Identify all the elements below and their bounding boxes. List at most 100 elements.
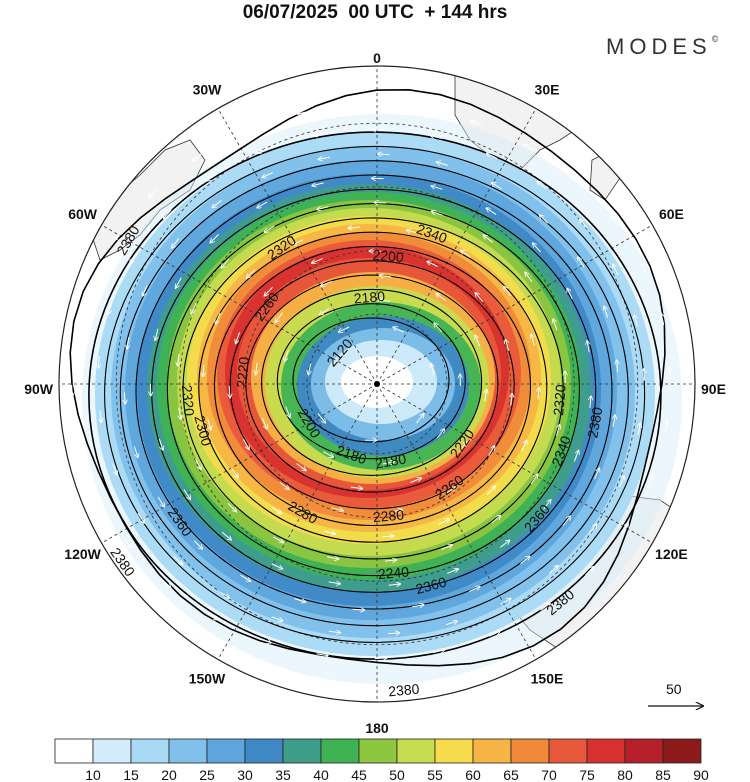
wind-vector [374, 203, 387, 204]
colorbar-swatch [168, 738, 208, 764]
colorbar-tick-label: 50 [389, 767, 405, 782]
colorbar-swatch [206, 738, 246, 764]
contour-label: 2320 [179, 384, 198, 417]
brand-mark: © [711, 34, 719, 44]
wind-vector [308, 363, 311, 375]
colorbar-tick-label: 35 [275, 767, 291, 782]
colorbar-tick-label: 70 [541, 767, 557, 782]
wind-vector [137, 512, 145, 523]
wind-vector [178, 354, 179, 366]
height-contour [135, 174, 613, 610]
wind-vector [611, 216, 619, 227]
wind-vector [229, 385, 230, 398]
wind-vector [297, 111, 310, 114]
wind-vector [416, 414, 425, 424]
wind-vector [123, 537, 131, 548]
wind-vector [338, 326, 350, 332]
wind-vector [553, 319, 558, 331]
wind-vector [543, 500, 551, 510]
wind-vector [471, 121, 483, 126]
wind-vector [384, 560, 397, 561]
wind-vector [578, 257, 585, 268]
wind-vector [460, 250, 471, 258]
wind-vector [414, 108, 426, 110]
wind-vector [312, 258, 323, 264]
wind-vector [328, 582, 341, 584]
wind-vector [524, 144, 535, 151]
wind-vector [488, 446, 495, 457]
wind-vector [438, 519, 450, 525]
wind-vector [590, 396, 591, 408]
contour-label: 2200 [372, 247, 405, 266]
wind-vector [155, 328, 158, 341]
wind-vector [112, 463, 117, 475]
latitude-circle [306, 313, 448, 455]
wind-vector [75, 331, 77, 343]
wind-vector [475, 293, 484, 303]
wind-vector [257, 201, 268, 208]
wind-vector [475, 335, 481, 347]
wind-vector [312, 183, 324, 186]
wind-vector [285, 406, 290, 418]
map-title: 06/07/2025 00 UTC + 144 hrs [242, 2, 508, 23]
wind-vector [436, 429, 444, 439]
colorbar-swatch [624, 738, 664, 764]
height-contour [292, 317, 450, 443]
wind-vector [133, 446, 138, 457]
wind-vector [525, 272, 533, 282]
wind-vector [262, 172, 274, 178]
colorbar: 10 15 20 25 30 35 40 45 50 55 60 65 70 75 80 85 90 [54, 738, 709, 782]
wind-vector [500, 598, 512, 605]
wind-vector [483, 235, 494, 243]
colorbar-tick-label: 30 [237, 767, 253, 782]
wind-vector [441, 545, 452, 550]
map-border [58, 65, 696, 703]
land-mass [89, 139, 206, 261]
wind-vector [431, 363, 434, 376]
colorbar-tick-label: 20 [161, 767, 177, 782]
wind-vector [520, 556, 530, 565]
meridian-label: 30W [193, 82, 223, 98]
wind-vector [434, 323, 443, 333]
wind-vector [613, 264, 619, 276]
wind-vector [412, 605, 424, 607]
wind-vector [149, 188, 158, 198]
wind-vector [382, 462, 395, 464]
wind-vector [445, 621, 457, 626]
wind-vector [562, 516, 570, 526]
meridian-label: 0 [373, 50, 381, 66]
wind-vector [393, 327, 404, 333]
colorbar-tick-label: 40 [313, 767, 329, 782]
wind-vector [221, 258, 230, 268]
wind-vector [589, 524, 597, 534]
colorbar-tick-label: 75 [579, 767, 595, 782]
contour-label: 2180 [353, 288, 386, 307]
wind-vector [191, 302, 197, 314]
brand-logo: MODES© [606, 34, 718, 60]
wind-vector [390, 510, 403, 512]
colorbar-swatch [320, 738, 360, 764]
colorbar-swatch [358, 738, 398, 764]
brand-text: MODES [606, 34, 712, 59]
wind-vector [192, 153, 202, 161]
wind-vector [613, 415, 615, 427]
wind-vector [273, 536, 284, 543]
wind-vector [491, 183, 502, 190]
wind-vector [317, 413, 326, 423]
wind-vector [587, 341, 589, 353]
wind-vector [379, 275, 392, 277]
height-contour [276, 303, 466, 460]
contour-label: 2180 [374, 450, 408, 471]
wind-vector [621, 523, 628, 534]
wind-vector [98, 356, 99, 368]
wind-vector [377, 154, 390, 155]
wind-vector [322, 451, 334, 458]
wind-vector [292, 239, 304, 245]
latitude-circle [179, 186, 575, 582]
wind-vector [567, 288, 573, 300]
colorbar-swatch [396, 738, 436, 764]
wind-vector [556, 424, 560, 437]
wind-vector [207, 418, 211, 431]
